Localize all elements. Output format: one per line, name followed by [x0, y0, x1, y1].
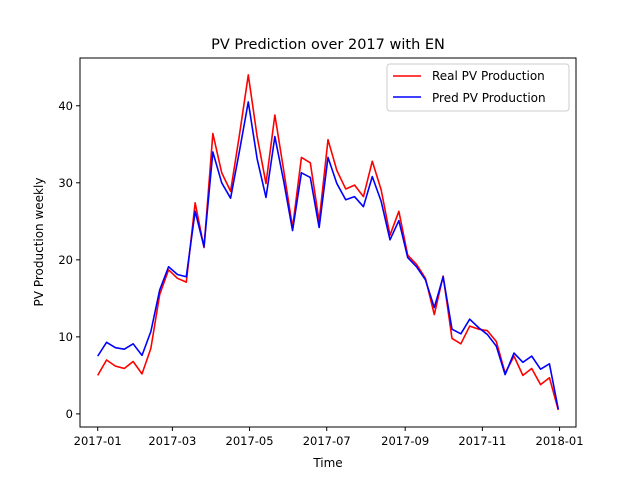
x-tick-label: 2018-01 — [536, 434, 584, 448]
y-axis-ticks: 0 10 20 30 40 — [58, 99, 80, 421]
y-tick-label: 30 — [58, 176, 73, 190]
x-tick-label: 2017-07 — [303, 434, 351, 448]
plot-lines — [97, 74, 560, 411]
x-tick-label: 2017-01 — [74, 434, 122, 448]
chart-title: PV Prediction over 2017 with EN — [211, 37, 445, 53]
y-tick-label: 10 — [58, 330, 73, 344]
y-tick-label: 0 — [66, 407, 73, 421]
x-tick-label: 2017-05 — [226, 434, 274, 448]
x-tick-label: 2017-09 — [381, 434, 429, 448]
y-tick-label: 40 — [58, 99, 73, 113]
plot-frame — [79, 57, 577, 428]
legend-box — [386, 63, 570, 112]
y-tick-label: 20 — [58, 253, 73, 267]
legend: Real PV Production Pred PV Production — [386, 63, 570, 112]
x-axis-ticks: 2017-01 2017-03 2017-05 2017-07 2017-09 2017-… — [74, 427, 584, 448]
legend-label-pred: Pred PV Production — [432, 91, 546, 105]
y-axis-label: PV Production weekly — [32, 178, 46, 307]
legend-label-real: Real PV Production — [432, 69, 545, 83]
x-tick-label: 2017-11 — [458, 434, 506, 448]
series-line-pred — [97, 101, 560, 410]
x-tick-label: 2017-03 — [148, 434, 196, 448]
series-line-real — [97, 74, 560, 411]
x-axis-label: Time — [312, 456, 342, 470]
